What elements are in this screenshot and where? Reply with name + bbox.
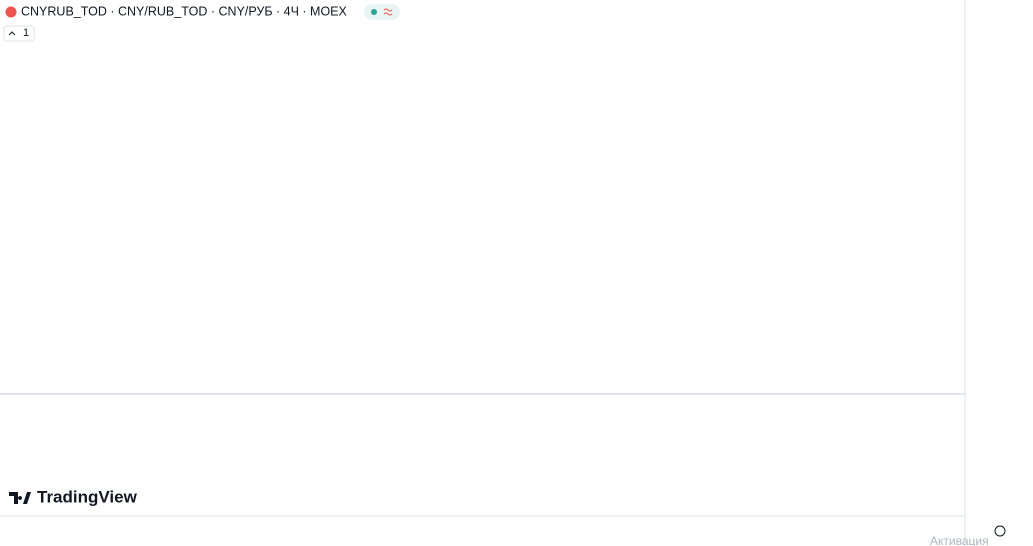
logo-icon xyxy=(9,492,31,504)
collapse-icon xyxy=(8,31,16,36)
brand: TradingView xyxy=(37,487,138,506)
indicator-count: 1 xyxy=(23,27,29,39)
symbol-icon xyxy=(5,6,17,18)
status-icon xyxy=(383,8,393,16)
symbol-title: CNYRUB_TOD · CNY/RUB_TOD · CNY/РУБ · 4Ч … xyxy=(21,4,348,18)
logo: TradingView xyxy=(9,487,138,506)
settings-icon[interactable] xyxy=(994,525,1006,537)
indicator-box[interactable] xyxy=(3,25,35,42)
watermark: Активация xyxy=(930,534,989,546)
status-dot xyxy=(371,9,377,15)
status-pill[interactable] xyxy=(364,4,400,20)
